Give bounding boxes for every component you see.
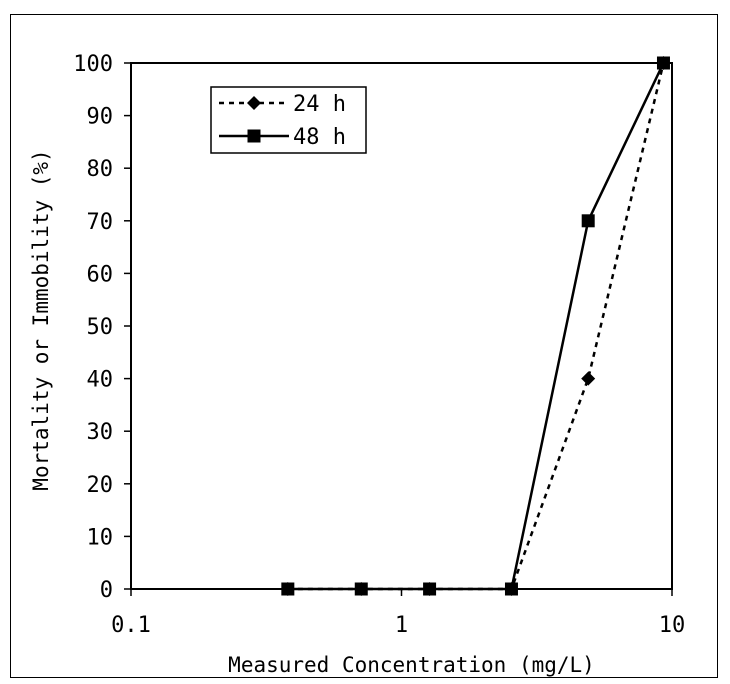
series-lines-layer (287, 62, 665, 591)
y-tick-label: 40 (87, 368, 114, 393)
y-tick-label: 30 (87, 420, 114, 445)
legend: 24 h 48 h (210, 86, 367, 154)
y-tick-label: 0 (100, 578, 113, 603)
y-axis-title: Mortality or Immobility (%) (29, 149, 53, 490)
legend-label-24h: 24 h (293, 92, 346, 117)
chart-frame (10, 14, 718, 678)
y-tick-label: 80 (87, 157, 114, 182)
y-tick-label: 50 (87, 315, 114, 340)
legend-label-48h: 48 h (293, 125, 346, 150)
y-tick-label: 70 (87, 210, 114, 235)
x-tick-label: 0.1 (111, 613, 151, 638)
data-point-24h (581, 371, 596, 386)
y-tick-label: 90 (87, 105, 114, 130)
data-point-48h (423, 582, 437, 596)
x-tick-label: 10 (659, 613, 686, 638)
x-tick-label: 1 (395, 613, 408, 638)
legend-entry-48h: 48 h (219, 125, 346, 150)
data-point-48h (281, 582, 295, 596)
legend-entry-24h: 24 h (219, 92, 346, 117)
data-point-48h (504, 582, 518, 596)
series-line-48h (287, 62, 665, 591)
x-axis-title: Measured Concentration (mg/L) (228, 653, 595, 677)
data-point-48h (581, 214, 595, 228)
y-tick-label: 10 (87, 525, 114, 550)
data-point-48h (656, 56, 670, 70)
series-markers-layer (280, 56, 671, 596)
ticks-layer: 0 10 20 30 40 50 60 70 80 90 100 0.1 1 10 (73, 52, 685, 638)
legend-marker-24h (247, 96, 261, 110)
y-tick-label: 60 (87, 262, 114, 287)
y-tick-label: 20 (87, 473, 114, 498)
legend-box (210, 86, 367, 154)
legend-marker-48h (247, 129, 261, 143)
data-point-48h (354, 582, 368, 596)
y-tick-label: 100 (73, 52, 113, 77)
